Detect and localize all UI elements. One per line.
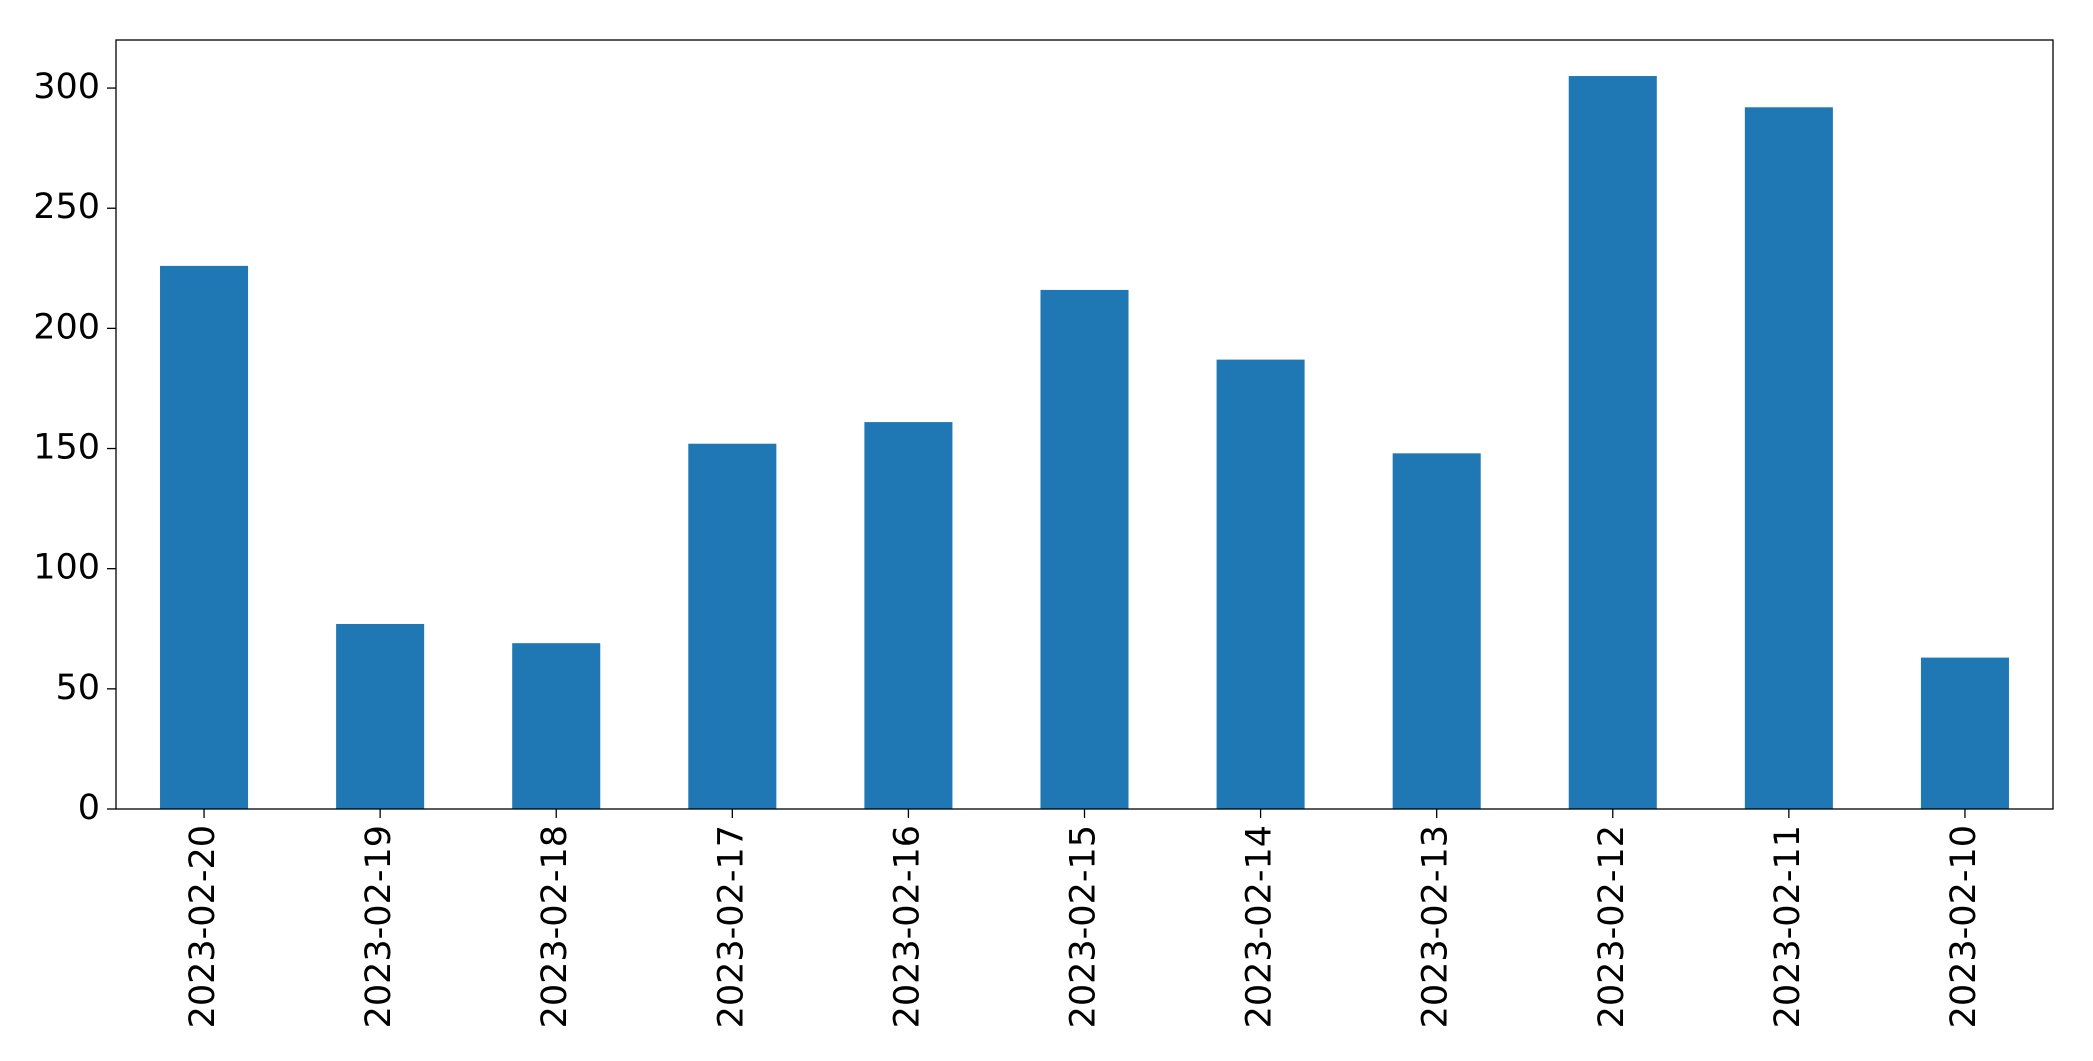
x-tick-label: 2023-02-19: [359, 825, 399, 1028]
y-tick-label: 50: [55, 668, 100, 708]
y-tick-label: 300: [33, 67, 100, 107]
x-tick-label: 2023-02-15: [1064, 825, 1104, 1028]
bar: [336, 623, 425, 809]
x-tick-label: 2023-02-12: [1592, 825, 1632, 1028]
bar: [864, 422, 953, 809]
bar: [160, 265, 249, 809]
x-tick-label: 2023-02-13: [1416, 825, 1456, 1028]
bar: [1920, 657, 2009, 809]
x-tick-label: 2023-02-11: [1768, 825, 1808, 1028]
bar: [688, 443, 777, 809]
bar: [1744, 107, 1833, 810]
bar: [512, 643, 601, 809]
bar: [1568, 76, 1657, 809]
x-tick-label: 2023-02-18: [535, 825, 575, 1028]
y-tick-label: 0: [78, 788, 100, 828]
y-tick-label: 200: [33, 307, 100, 347]
x-tick-label: 2023-02-10: [1944, 825, 1984, 1028]
plot-frame: [115, 39, 2054, 810]
bar: [1040, 289, 1129, 809]
y-tick-label: 150: [33, 428, 100, 468]
y-tick-label: 250: [33, 187, 100, 227]
x-tick-label: 2023-02-17: [711, 825, 751, 1028]
y-tick-label: 100: [33, 548, 100, 588]
x-tick-label: 2023-02-14: [1240, 825, 1280, 1028]
bar: [1392, 453, 1481, 809]
x-tick-label: 2023-02-16: [887, 825, 927, 1028]
bar: [1216, 359, 1305, 809]
x-tick-label: 2023-02-20: [183, 825, 223, 1028]
